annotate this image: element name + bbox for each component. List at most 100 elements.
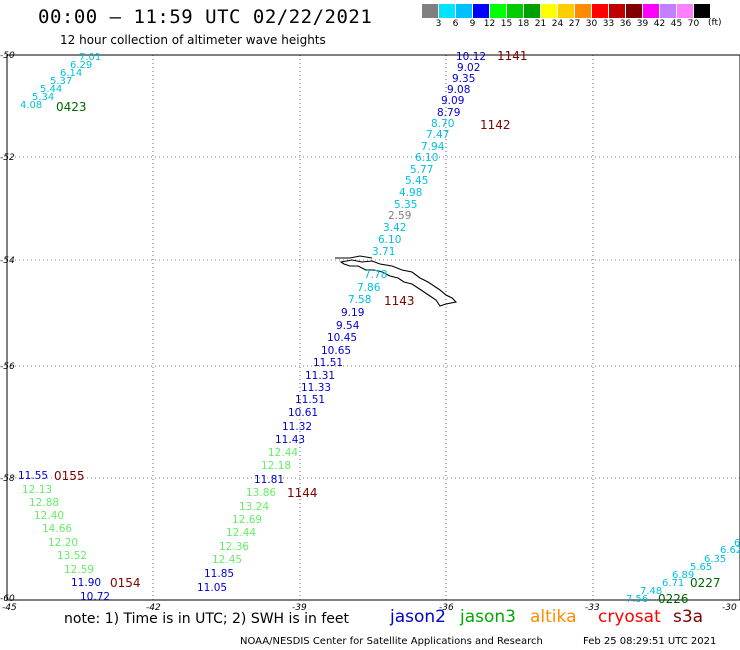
legend-labels: 3 6 9 12 15 18 21 24 27 30 33 36 39 42 45 70 (422, 19, 711, 29)
wave-height-label: 12.40 (34, 510, 64, 522)
wave-height-label: 9.08 (447, 84, 470, 96)
lon-label-45: -45 (2, 603, 17, 613)
time-label-1142: 1142 (480, 118, 511, 132)
wave-height-label: 7.86 (357, 282, 381, 294)
wave-height-label: 6.62 (720, 545, 740, 556)
legend-swatch (490, 4, 507, 18)
wave-height-label: 12.44 (226, 527, 256, 539)
wave-height-label: 9.54 (336, 320, 360, 332)
wave-height-label: 10.12 (456, 51, 486, 63)
legend-label: 6 (452, 19, 459, 29)
time-label-0155: 0155 (54, 469, 85, 483)
legend-swatch (422, 4, 439, 18)
wave-height-label: 12.45 (212, 554, 242, 566)
legend-label: 39 (636, 19, 649, 29)
legend-label: 21 (534, 19, 547, 29)
wave-height-label: 7.01 (79, 52, 101, 63)
wave-height-label: 13.86 (246, 487, 276, 499)
wave-height-label: 4.98 (399, 187, 422, 199)
time-label-1141: 1141 (497, 49, 528, 63)
wave-height-label: 14.66 (42, 523, 72, 535)
legend-swatch (575, 4, 592, 18)
legend-label: 27 (568, 19, 581, 29)
legend-color-bar (422, 4, 711, 18)
legend-swatch (456, 4, 473, 18)
lat-label-54: -54 (0, 256, 15, 266)
legend-swatch (524, 4, 541, 18)
lat-label-60: -60 (0, 594, 15, 604)
wave-height-label: 6.14 (60, 68, 82, 79)
lon-label-39: -39 (292, 603, 307, 613)
legend-swatch (541, 4, 558, 18)
island-outline (339, 259, 458, 307)
legend-swatch (507, 4, 524, 18)
legend-label: 15 (500, 19, 513, 29)
legend-jason2: jason2 (390, 607, 446, 627)
legend-swatch (660, 4, 677, 18)
wave-height-label: 10.61 (288, 407, 318, 419)
wave-height-label: 11.33 (301, 382, 331, 394)
wave-height-label: 6.89 (672, 570, 694, 581)
lat-label-52: -52 (0, 153, 15, 163)
wave-height-label: 12.59 (64, 564, 94, 576)
wave-height-label: 6.10 (378, 234, 401, 246)
lon-label-33: -33 (585, 603, 600, 613)
wave-height-label: 11.51 (295, 394, 325, 406)
wave-height-tracks: 7.016.296.145.375.445.344.08 10.129.029.3… (18, 49, 740, 606)
wave-height-label: 11.51 (313, 357, 343, 369)
legend-swatch (694, 4, 711, 18)
wave-height-label: 12.69 (232, 514, 262, 526)
legend-label: 18 (517, 19, 530, 29)
wave-height-label: 10.45 (327, 332, 357, 344)
wave-height-label: 9.02 (457, 62, 480, 74)
legend-label: 12 (483, 19, 496, 29)
map-grid (7, 55, 740, 600)
legend-label: 33 (602, 19, 615, 29)
time-label-1144: 1144 (287, 486, 318, 500)
page-subtitle: 12 hour collection of altimeter wave hei… (60, 33, 326, 47)
wave-height-label: 7.47 (426, 129, 449, 141)
wave-height-label: 5.37 (50, 76, 72, 87)
wave-height-label: 6.35 (704, 554, 726, 565)
time-label-0226: 0226 (658, 592, 689, 606)
wave-height-label: 12.44 (268, 447, 298, 459)
wave-height-label: 11.81 (254, 474, 284, 486)
lat-label-50: -50 (0, 51, 15, 61)
legend-altika: altika (530, 607, 577, 627)
map-frame (6, 54, 740, 601)
wave-height-label: 6.71 (662, 578, 684, 589)
legend-label: 24 (551, 19, 564, 29)
wave-height-label: 11.55 (18, 470, 48, 482)
legend-label: 9 (469, 19, 476, 29)
legend-swatch (558, 4, 575, 18)
wave-height-label: 8.79 (437, 107, 460, 119)
time-label-1143: 1143 (384, 294, 415, 308)
wave-height-label: 4.08 (20, 100, 42, 111)
legend-swatch (439, 4, 456, 18)
wave-height-label: 12.88 (29, 497, 59, 509)
wave-height-label: 5.77 (410, 164, 433, 176)
wave-height-label: 5.44 (40, 84, 62, 95)
wave-height-label: 12.20 (48, 537, 78, 549)
wave-height-label: 6.10 (415, 152, 438, 164)
wave-height-label: 13.24 (239, 501, 269, 513)
legend-label: 42 (653, 19, 666, 29)
wave-height-label: 12.36 (219, 541, 249, 553)
legend-label: 30 (585, 19, 598, 29)
wave-height-label: 11.32 (282, 421, 312, 433)
wave-height-label: 12.18 (261, 460, 291, 472)
legend-unit: (ft) (708, 18, 722, 28)
legend-jason3: jason3 (460, 607, 516, 627)
legend-label: 3 (435, 19, 442, 29)
lat-label-58: -58 (0, 474, 15, 484)
wave-height-label: 5.65 (690, 562, 712, 573)
legend-label: 45 (670, 19, 683, 29)
legend-swatch (473, 4, 490, 18)
lon-label-30: -30 (722, 603, 737, 613)
wave-height-label: 11.90 (71, 577, 101, 589)
time-label-0227: 0227 (690, 576, 721, 590)
wave-height-label: 11.31 (305, 370, 335, 382)
lon-label-42: -42 (146, 603, 161, 613)
